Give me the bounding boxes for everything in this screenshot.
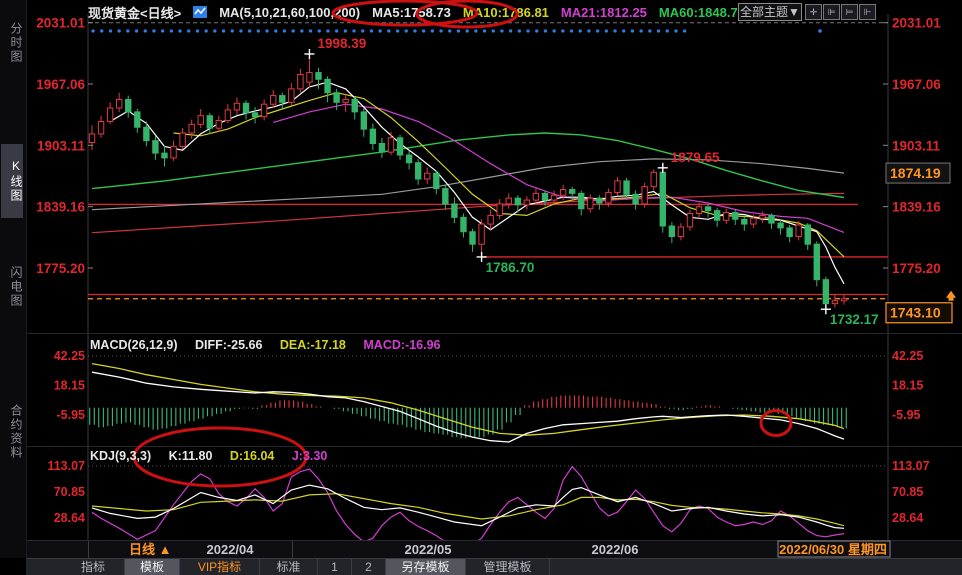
toolbar-tab-manage-template[interactable]: 管理模板 [466, 559, 550, 575]
ma-settings-label: MA(5,10,21,60,100,200) [219, 4, 361, 20]
macd-axis-label-left: 42.25 [54, 349, 85, 363]
y-axis-label-right: 1967.06 [892, 77, 941, 92]
crosshair-layout-icon[interactable]: ✛ [805, 4, 822, 20]
axis-left-layout-icon[interactable]: ⊫ [823, 4, 840, 20]
macd-axis-label-left: 18.15 [54, 378, 85, 392]
kdj-axis-label-left: 70.85 [54, 485, 85, 499]
kdj-panel [88, 465, 888, 540]
annotations-layer [132, 0, 793, 488]
candles-layer [88, 53, 848, 310]
kdj-k-value: K:11.80 [168, 449, 213, 463]
kdj-axis-label-right: 70.85 [892, 485, 923, 499]
period-selector[interactable]: 日线 ▲ [88, 541, 293, 558]
kdj-j-value: J:3.30 [291, 449, 328, 463]
macd-diff-value: DIFF:-25.66 [195, 338, 263, 352]
ma5-line [109, 81, 845, 285]
price-mark-label: 1732.17 [830, 312, 879, 327]
macd-axis-label-left: -5.95 [57, 408, 86, 422]
pane-split-icon[interactable]: ⊩ [859, 4, 876, 20]
k-line [91, 484, 845, 529]
dea-line [91, 362, 845, 436]
ma10-value: MA10:1786.81 [462, 4, 549, 20]
ma60-line [91, 132, 845, 199]
y-axis-label-right: 2031.01 [892, 16, 941, 31]
sidebar-tab-lightning[interactable]: 闪电图 [9, 266, 23, 308]
price-mark-1786.70: 1786.70 [476, 251, 535, 275]
macd-axis-label-right: 42.25 [892, 349, 923, 363]
instrument-title: 现货黄金<日线> [88, 5, 182, 21]
ma5-value: MA5:1758.73 [372, 4, 451, 20]
blue-dot [818, 29, 822, 33]
toolbar-tab-2[interactable]: 2 [352, 559, 386, 575]
macd-axis-label-right: -5.95 [892, 408, 921, 422]
price-mark-label: 1879.65 [671, 150, 720, 165]
toolbar-tab-standard[interactable]: 标准 [260, 559, 318, 575]
sidebar-tab-kline[interactable]: K线图 [1, 144, 23, 218]
y-axis-label-left: 1775.20 [36, 261, 85, 276]
chart-header: 现货黄金<日线> MA(5,10,21,60,100,200) MA5:1758… [88, 3, 738, 21]
main-price-panel: 1998.39 1879.65 1786.70 1732.17 [88, 22, 888, 327]
macd-dea-value: DEA:-17.18 [279, 338, 346, 352]
diff-line [91, 371, 845, 443]
kdj-axis-label-right: 28.64 [892, 511, 923, 525]
toolbar-tab-vip-indicator[interactable]: VIP指标 [180, 559, 260, 575]
y-axis-label-left: 1967.06 [36, 77, 85, 92]
instrument-chart-icon [193, 6, 208, 18]
price-mark-1732.17: 1732.17 [820, 304, 879, 327]
sidebar-tab-timeshare[interactable]: 分时图 [9, 22, 23, 64]
price-mark-label: 1786.70 [486, 260, 535, 275]
price-mark-1998.39: 1998.39 [304, 36, 366, 59]
macd-name: MACD(26,12,9) [90, 338, 178, 352]
toolbar-tab-indicator[interactable]: 指标 [62, 559, 125, 575]
y-axis-label-right: 1903.11 [892, 138, 941, 153]
y-axis-label-left: 2031.01 [36, 16, 85, 31]
kdj-axis-label-right: 113.07 [892, 459, 930, 473]
price-mark-label: 1998.39 [317, 36, 366, 51]
toolbar-tab-template[interactable]: 模板 [125, 559, 180, 575]
macd-readout-row: MACD(26,12,9) DIFF:-25.66 DEA:-17.18 MAC… [90, 338, 454, 352]
kdj-name: KDJ(9,3,3) [90, 449, 152, 463]
theme-dropdown-button[interactable]: 全部主题▼ [738, 3, 802, 21]
kdj-readout-row: KDJ(9,3,3) K:11.80 D:16.04 J:3.30 [90, 449, 341, 463]
axis-tag-text: 1874.19 [890, 165, 941, 181]
price-mark-1879.65: 1879.65 [657, 150, 720, 173]
y-axis-label-right: 1775.20 [892, 261, 941, 276]
macd-macd-value: MACD:-16.96 [363, 338, 441, 352]
j-line [91, 465, 845, 540]
bottom-toolbar: 指标 模板 VIP指标 标准 1 2 另存模板 管理模板 [26, 558, 962, 575]
chart-canvas[interactable]: 1998.39 1879.65 1786.70 1732.17 1874.19 1743.… [0, 0, 962, 558]
macd-panel [88, 355, 888, 443]
kdj-axis-label-left: 28.64 [54, 511, 85, 525]
ma21-line [273, 103, 845, 233]
axis-tag-1874.19: 1874.19 [885, 162, 951, 184]
axis-right-layout-icon[interactable]: ⊨ [841, 4, 858, 20]
y-axis-label-left: 1839.16 [36, 200, 85, 215]
macd-histogram [89, 395, 847, 439]
y-axis-label-right: 1839.16 [892, 200, 941, 215]
axis-tag-text: 1743.10 [890, 305, 941, 321]
date-axis-row: 日线 ▲ [26, 540, 962, 559]
kdj-d-value: D:16.04 [229, 449, 275, 463]
axis-tag-1743.10: 1743.10 [885, 290, 956, 324]
sidebar-tab-contract-info[interactable]: 合约资料 [9, 404, 23, 460]
ma100-line [91, 158, 845, 211]
ma200-line [91, 192, 845, 234]
macd-axis-label-right: 18.15 [892, 378, 923, 392]
left-tab-strip: 分时图 K线图 闪电图 合约资料 [0, 0, 27, 558]
kdj-axis-label-left: 113.07 [47, 459, 85, 473]
ma60-value: MA60:1848.7 [658, 4, 738, 20]
y-axis-label-left: 1903.11 [37, 138, 86, 153]
d-line [91, 493, 845, 527]
ma21-value: MA21:1812.25 [560, 4, 647, 20]
annotation-macd-cross-circle [759, 409, 793, 437]
ma10-line [173, 92, 845, 258]
toolbar-tab-save-template[interactable]: 另存模板 [386, 559, 466, 575]
toolbar-tab-1[interactable]: 1 [318, 559, 352, 575]
